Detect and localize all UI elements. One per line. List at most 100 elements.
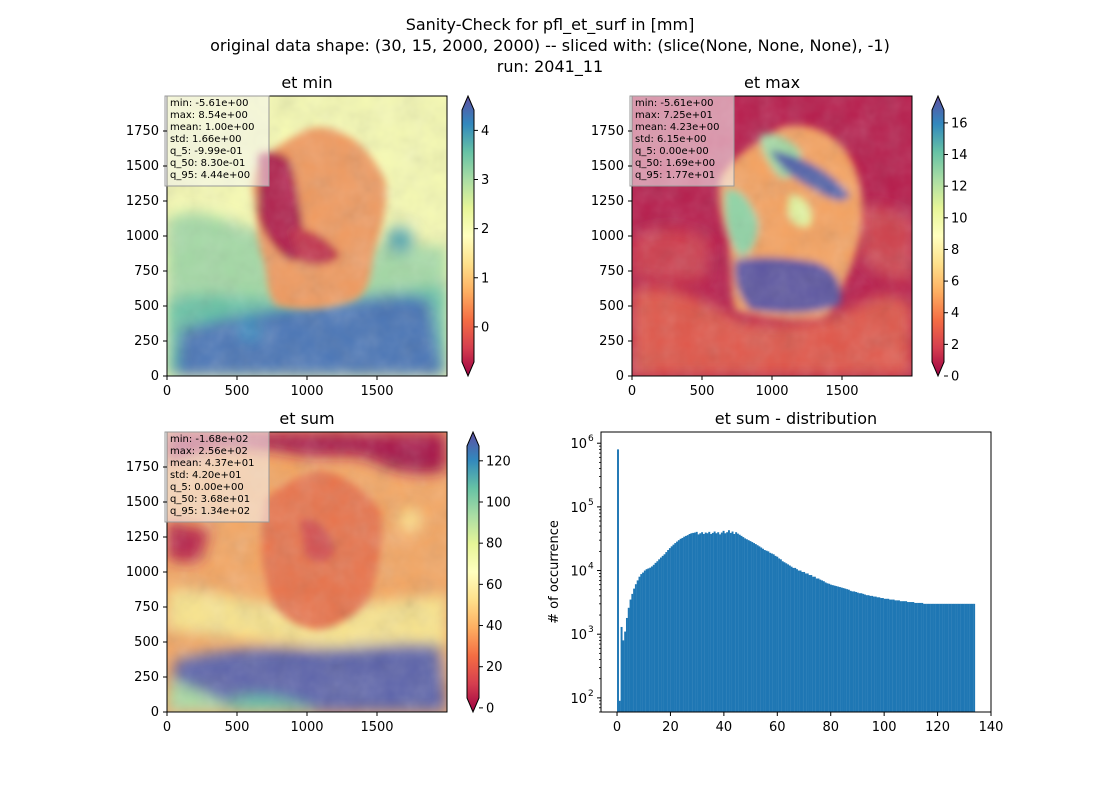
histogram-bar xyxy=(787,564,789,712)
histogram-bar xyxy=(838,587,841,712)
y-tick-exponent: 5 xyxy=(588,498,594,508)
stats-line: q_95: 1.34e+02 xyxy=(170,506,250,517)
y-tick-label: 250 xyxy=(134,670,159,685)
histogram-bar xyxy=(663,554,666,712)
histogram-bar xyxy=(883,598,886,712)
stats-line: q_50: 8.30e-01 xyxy=(170,158,245,169)
histogram-bar xyxy=(665,552,668,712)
colorbar-tick-label: 80 xyxy=(486,537,503,552)
histogram-bar xyxy=(617,449,619,712)
histogram-bar xyxy=(896,600,899,712)
x-tick-label: 0 xyxy=(163,720,171,735)
histogram-bar xyxy=(643,570,646,712)
histogram-bar xyxy=(955,603,958,712)
histogram-bar xyxy=(923,603,926,712)
y-tick-label: 1250 xyxy=(126,194,159,209)
stats-line: max: 8.54e+00 xyxy=(170,110,248,121)
histogram-bar xyxy=(876,597,879,712)
histogram-bar xyxy=(948,603,951,712)
colorbar-tick-label: 2 xyxy=(951,338,959,353)
histogram-bar xyxy=(942,603,945,712)
histogram-bar xyxy=(736,533,739,712)
plot-frame xyxy=(600,431,992,713)
x-axis-ticks: 0 20 40 60 80 100 120 140 xyxy=(613,712,1004,735)
stats-line: min: -5.61e+00 xyxy=(635,98,714,109)
histogram-bar xyxy=(856,592,859,712)
histogram-bar xyxy=(674,543,677,712)
histogram-bar xyxy=(889,599,892,712)
histogram-bar xyxy=(769,552,772,712)
histogram-bar xyxy=(735,532,738,712)
colorbar-tick-label: 0 xyxy=(481,320,489,335)
histogram-bar xyxy=(656,561,659,712)
colorbar-ticks: 0 2 4 6 8 10 12 14 16 xyxy=(944,116,968,385)
stats-line: q_5: 0.00e+00 xyxy=(635,146,709,157)
histogram-bar xyxy=(642,572,645,712)
histogram-bar xyxy=(693,532,696,712)
y-tick-exponent: 2 xyxy=(588,689,594,699)
histogram-bar xyxy=(753,543,755,712)
histogram-bar xyxy=(686,535,689,712)
x-tick-label: 0 xyxy=(628,384,636,399)
histogram-bar xyxy=(951,603,954,712)
histogram-bar xyxy=(792,567,795,712)
histogram-bar xyxy=(683,536,686,712)
histogram-bar xyxy=(690,533,693,712)
panel-title: et sum xyxy=(279,409,334,428)
x-tick-label: 1500 xyxy=(825,384,858,399)
histogram-bar xyxy=(958,603,961,712)
histogram-bar xyxy=(760,547,763,712)
x-tick-label: 500 xyxy=(225,384,250,399)
colorbar-tick-label: 6 xyxy=(951,275,959,290)
y-tick-label: 10 xyxy=(570,437,587,452)
histogram-bar xyxy=(747,540,750,712)
histogram-bar xyxy=(842,588,845,712)
histogram-bar xyxy=(801,571,804,712)
colorbar-tick-label: 14 xyxy=(951,148,968,163)
histogram-bar xyxy=(840,587,843,712)
histogram-bar xyxy=(828,583,831,712)
y-tick-label: 250 xyxy=(599,334,624,349)
histogram-bar xyxy=(906,602,909,712)
histogram-bar xyxy=(781,561,784,712)
histogram-bar xyxy=(647,568,650,712)
histogram-bar xyxy=(783,562,786,712)
histogram-bar xyxy=(930,603,933,712)
histogram-bar xyxy=(788,565,791,712)
histogram-bar xyxy=(633,588,636,712)
histogram-bar xyxy=(658,559,661,712)
histogram-bar xyxy=(921,602,924,712)
histogram-bar xyxy=(758,546,761,712)
histogram-bar xyxy=(677,540,680,712)
histogram-bar xyxy=(762,548,764,712)
histogram-bar xyxy=(745,539,748,712)
panel-et-min: et min min: -5.61e+00 max: 8.54e+00 mean… xyxy=(126,73,489,399)
stats-line: q_95: 4.44e+00 xyxy=(170,170,250,181)
histogram-bar xyxy=(733,534,736,712)
figure-suptitle-line-3: run: 2041_11 xyxy=(497,57,603,77)
panel-et-sum: et sum min: -1.68e+02 max: 2. xyxy=(126,409,511,735)
histogram-bar xyxy=(627,607,630,712)
histogram-bar xyxy=(966,603,968,712)
y-tick-exponent: 4 xyxy=(588,562,594,572)
stats-line: std: 1.66e+00 xyxy=(170,134,242,145)
y-tick-label: 0 xyxy=(151,369,159,384)
histogram-bar xyxy=(835,586,838,712)
histogram-bar xyxy=(670,546,673,712)
histogram-bar xyxy=(928,603,931,712)
colorbar-tick-label: 120 xyxy=(486,454,511,469)
histogram-bar xyxy=(826,583,829,712)
y-tick-label: 10 xyxy=(570,565,587,580)
histogram-bar xyxy=(880,598,883,712)
stats-line: std: 4.20e+01 xyxy=(170,470,242,481)
stats-line: max: 2.56e+02 xyxy=(170,446,248,457)
histogram-bar xyxy=(819,579,822,712)
histogram-bar xyxy=(860,593,863,712)
y-tick-label: 1500 xyxy=(126,495,159,510)
x-tick-label: 20 xyxy=(662,720,679,735)
colorbar-tick-label: 60 xyxy=(486,578,503,593)
histogram-bar xyxy=(898,600,900,712)
x-tick-label: 140 xyxy=(979,720,1004,735)
x-tick-label: 40 xyxy=(716,720,733,735)
